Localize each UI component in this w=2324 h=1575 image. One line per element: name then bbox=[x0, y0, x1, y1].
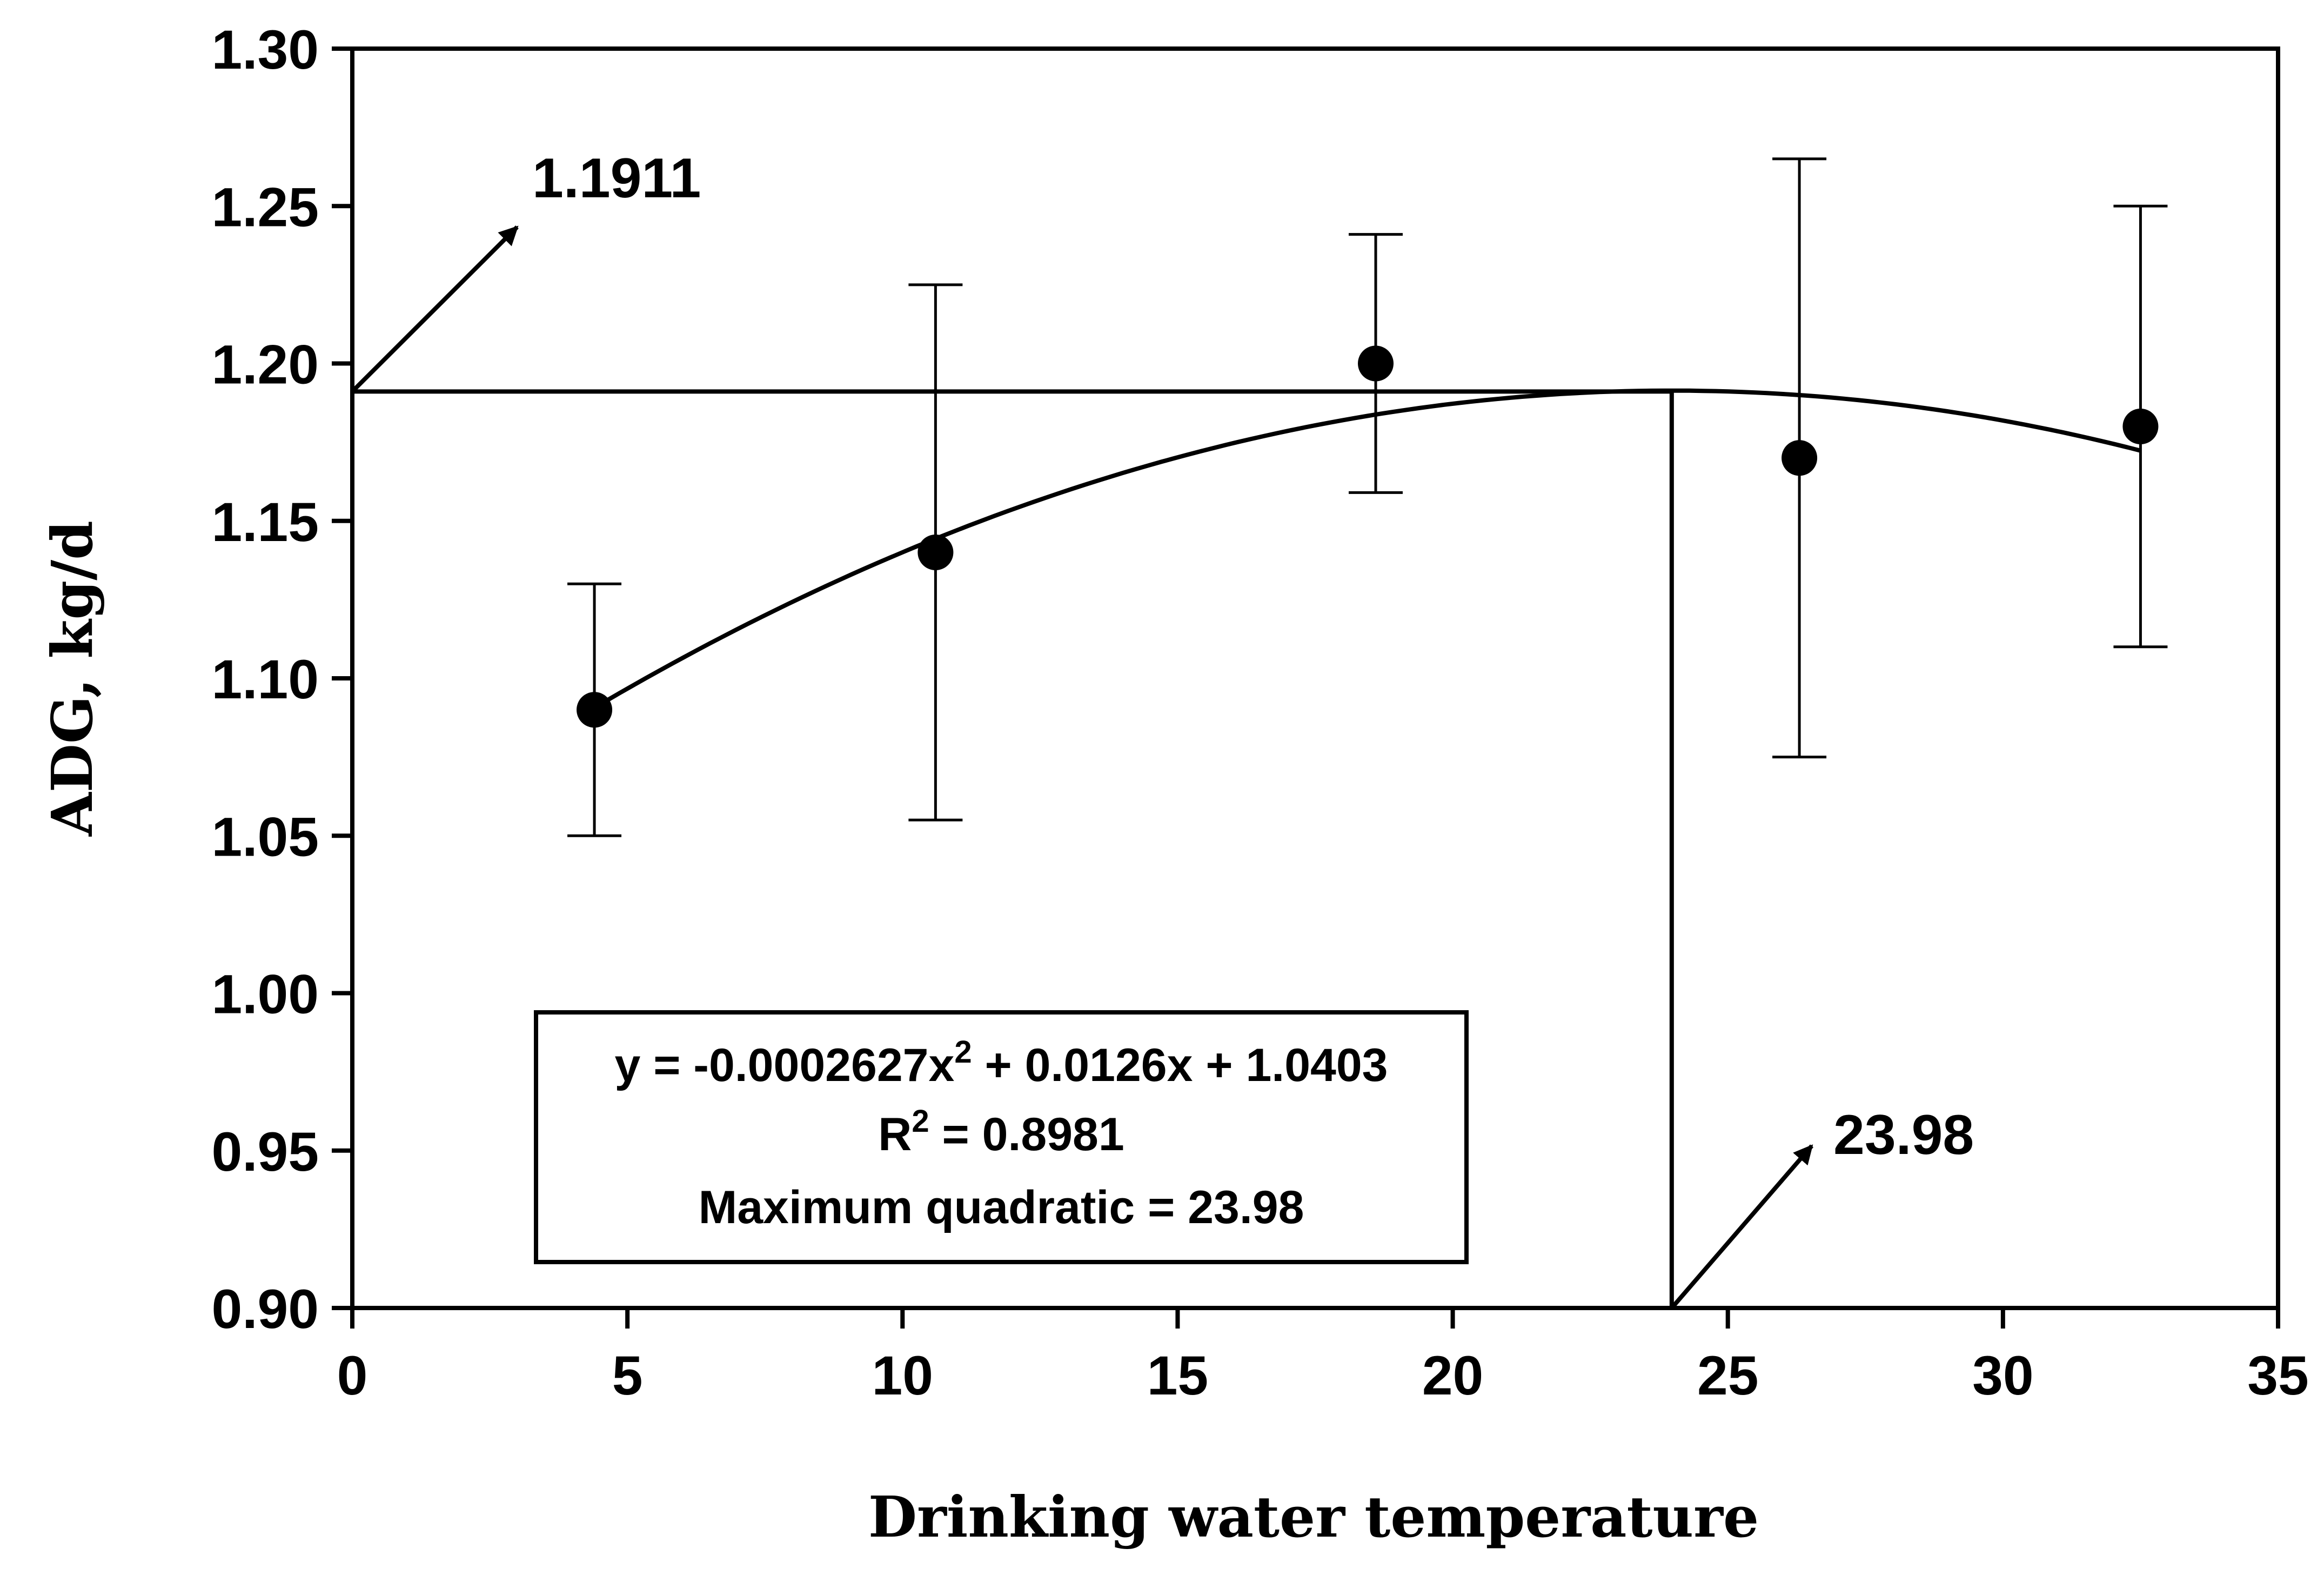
data-point-group bbox=[2113, 204, 2168, 649]
data-points bbox=[567, 157, 2168, 837]
y-tick-label: 0.95 bbox=[211, 1121, 319, 1183]
y-tick-label: 1.20 bbox=[211, 334, 319, 396]
y-tick-label: 1.00 bbox=[211, 964, 319, 1025]
data-point bbox=[2122, 409, 2159, 444]
equation-box: y = -0.0002627x2 + 0.0126x + 1.0403 R2 =… bbox=[534, 1010, 1469, 1264]
x-tick-label: 25 bbox=[1697, 1345, 1758, 1406]
y-axis: 0.90 0.95 1.00 1.05 1.10 1.15 1.20 1.25 1.30 bbox=[211, 19, 352, 1340]
data-point bbox=[577, 692, 613, 728]
maximum-quadratic-line: Maximum quadratic = 23.98 bbox=[699, 1182, 1304, 1233]
equation-box-frame bbox=[534, 1010, 1469, 1264]
quadratic-fit-curve bbox=[593, 388, 2141, 710]
y-tick-label: 0.90 bbox=[211, 1278, 319, 1340]
max-y-annotation: 1.1911 bbox=[532, 147, 701, 210]
x-tick-label: 20 bbox=[1422, 1345, 1483, 1406]
y-tick-label: 1.30 bbox=[211, 19, 319, 81]
y-tick-label: 1.25 bbox=[211, 176, 319, 238]
x-tick-label: 0 bbox=[337, 1345, 368, 1406]
data-point bbox=[1781, 440, 1818, 476]
max-x-arrow bbox=[1670, 1144, 1814, 1310]
data-point-group bbox=[1349, 233, 1403, 494]
x-tick-label: 15 bbox=[1147, 1345, 1208, 1406]
y-tick-label: 1.10 bbox=[211, 649, 319, 710]
max-guide-lines bbox=[352, 389, 1674, 1308]
data-point-group bbox=[567, 582, 622, 837]
x-tick-label: 10 bbox=[872, 1345, 933, 1406]
equation-line: y = -0.0002627x2 + 0.0126x + 1.0403 bbox=[614, 1035, 1388, 1091]
max-x-annotation: 23.98 bbox=[1833, 1104, 1974, 1166]
y-tick-label: 1.15 bbox=[211, 491, 319, 553]
x-tick-label: 5 bbox=[612, 1345, 643, 1406]
data-point bbox=[1358, 345, 1394, 382]
r-squared-line: R2 = 0.8981 bbox=[878, 1104, 1124, 1160]
data-point-group bbox=[1772, 157, 1827, 759]
x-axis: 0 5 10 15 20 25 30 35 bbox=[337, 1308, 2309, 1406]
data-point-group bbox=[908, 283, 963, 822]
x-tick-label: 35 bbox=[2247, 1345, 2308, 1406]
x-tick-label: 30 bbox=[1972, 1345, 2033, 1406]
y-axis-title: ADG, kg/d bbox=[39, 520, 105, 837]
y-tick-label: 1.05 bbox=[211, 806, 319, 867]
max-y-arrow bbox=[351, 225, 519, 393]
data-point bbox=[917, 535, 954, 570]
x-axis-title: Drinking water temperature bbox=[868, 1484, 1759, 1550]
